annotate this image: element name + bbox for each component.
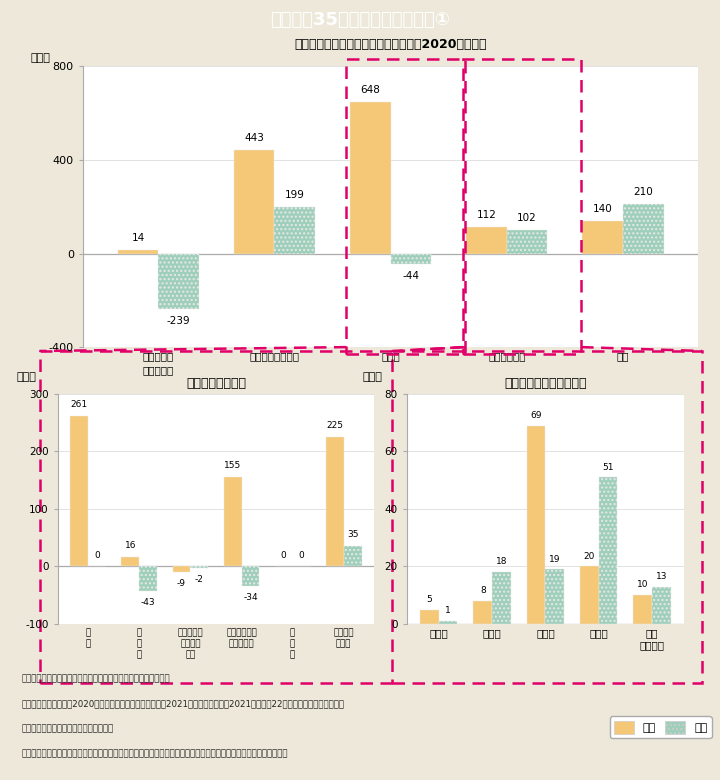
Bar <box>634 595 652 624</box>
Text: 0: 0 <box>94 551 100 559</box>
Bar <box>492 573 510 624</box>
Bar <box>599 477 617 624</box>
Text: 155: 155 <box>224 462 241 470</box>
Bar <box>343 546 361 566</box>
Text: 13: 13 <box>656 572 667 581</box>
Bar <box>71 417 89 566</box>
Text: 140: 140 <box>593 204 613 214</box>
Text: 1: 1 <box>445 606 451 615</box>
Bar <box>623 204 664 254</box>
Text: ２．令和２（2020）年分までは確定値。令和３（2021）年分は令和３（2021）年４月22日時点の「地域における自: ２．令和２（2020）年分までは確定値。令和３（2021）年分は令和３（2021… <box>22 700 345 708</box>
Bar <box>241 566 259 586</box>
Text: 102: 102 <box>517 213 537 222</box>
Text: 8: 8 <box>480 587 485 595</box>
Bar <box>652 587 670 624</box>
Bar <box>224 477 241 566</box>
Text: 51: 51 <box>603 463 613 472</box>
Text: （人）: （人） <box>30 54 50 63</box>
Text: 261: 261 <box>71 400 88 410</box>
Text: 443: 443 <box>244 133 264 143</box>
Bar <box>466 227 507 254</box>
Text: 20: 20 <box>584 551 595 561</box>
Text: 0: 0 <box>299 551 305 559</box>
Bar <box>507 229 547 254</box>
Bar <box>463 59 581 354</box>
Bar <box>173 566 191 572</box>
Text: 18: 18 <box>495 558 507 566</box>
Bar <box>527 426 546 624</box>
Bar <box>234 150 274 254</box>
Bar <box>420 610 438 624</box>
Text: 648: 648 <box>360 85 380 95</box>
Bar <box>390 254 431 264</box>
Text: 112: 112 <box>477 211 496 220</box>
Text: 35: 35 <box>347 530 359 540</box>
Text: 19: 19 <box>549 555 560 564</box>
Text: -43: -43 <box>141 598 156 607</box>
Bar <box>117 250 158 254</box>
Text: 14: 14 <box>131 233 145 243</box>
Text: 5: 5 <box>426 595 432 604</box>
Bar <box>326 437 343 566</box>
Title: 「学生・生徒等」の内訳: 「学生・生徒等」の内訳 <box>504 377 587 390</box>
Bar <box>346 59 465 354</box>
Text: 16: 16 <box>125 541 136 551</box>
Bar <box>580 566 599 624</box>
Text: ３．なお、暫定値においては、年齢や職業、原因・動機等において確定値よりも「不詳」が多く見られる。: ３．なお、暫定値においては、年齢や職業、原因・動機等において確定値よりも「不詳」… <box>22 750 288 758</box>
Bar <box>474 601 492 624</box>
Bar <box>582 221 623 254</box>
Text: -34: -34 <box>243 593 258 602</box>
Bar <box>350 102 390 254</box>
Bar <box>158 254 199 310</box>
Text: 0: 0 <box>281 551 287 559</box>
Text: 殺の基礎資料」の暫定値。: 殺の基礎資料」の暫定値。 <box>22 725 114 733</box>
Text: （人）: （人） <box>17 372 36 382</box>
Text: -239: -239 <box>167 317 190 327</box>
Bar <box>546 569 564 624</box>
Text: 225: 225 <box>326 421 343 430</box>
Text: 199: 199 <box>285 190 305 200</box>
Bar <box>274 207 315 254</box>
Text: 10: 10 <box>637 580 649 590</box>
Text: -9: -9 <box>177 579 186 587</box>
Bar <box>438 621 457 624</box>
Title: 「無職者」の内訳: 「無職者」の内訳 <box>186 377 246 390</box>
Text: -2: -2 <box>195 575 204 583</box>
Bar <box>122 557 140 566</box>
Legend: 女性, 男性: 女性, 男性 <box>610 716 711 738</box>
Bar <box>140 566 157 591</box>
Text: （備考）１．厚生労働省ホームページ「自殺の統計」より作成。: （備考）１．厚生労働省ホームページ「自殺の統計」より作成。 <box>22 675 170 684</box>
Text: -44: -44 <box>402 271 420 281</box>
Text: Ｉ－特－35図　自殺者数の増減①: Ｉ－特－35図 自殺者数の増減① <box>270 11 450 30</box>
Text: （人）: （人） <box>362 372 382 382</box>
Text: 210: 210 <box>634 187 653 197</box>
Bar <box>191 566 208 568</box>
Text: 職業別自殺者数の前年度差＜令和２（2020）年度＞: 職業別自殺者数の前年度差＜令和２（2020）年度＞ <box>294 38 487 51</box>
Text: 69: 69 <box>531 411 542 420</box>
